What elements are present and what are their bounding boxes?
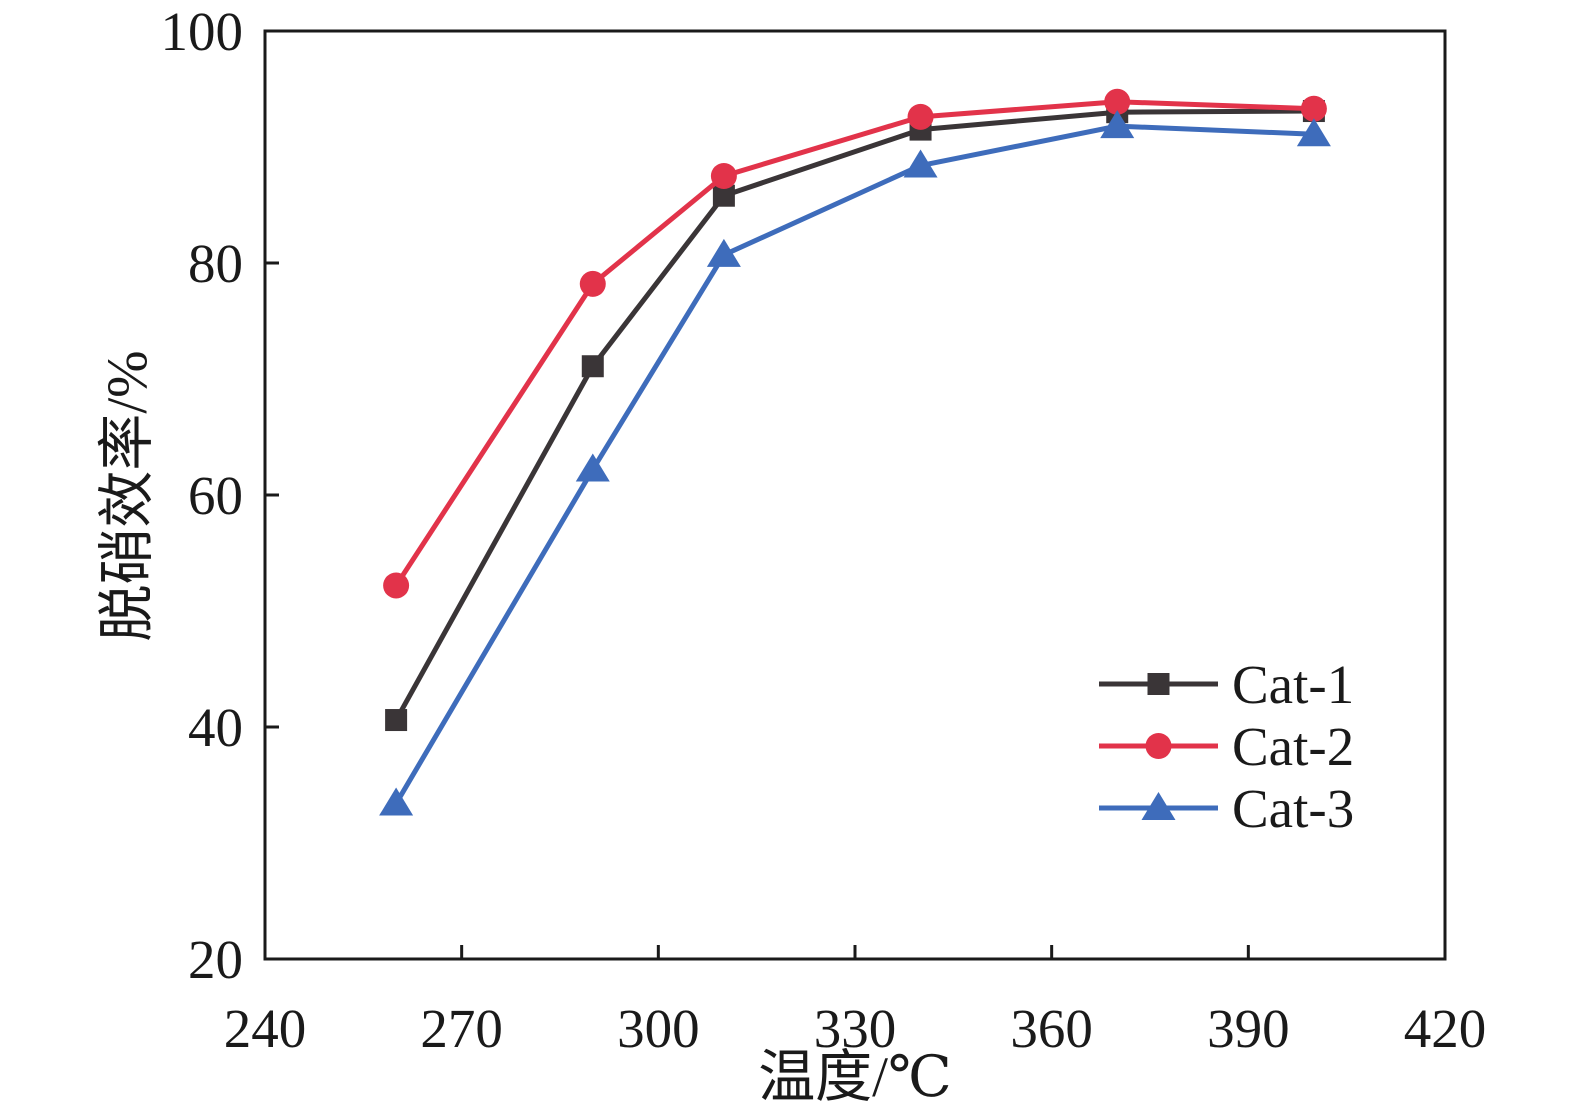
- series-marker-cat-3: [379, 787, 414, 816]
- series-marker-cat-1: [712, 184, 735, 207]
- series-marker-cat-3: [903, 149, 938, 178]
- series-marker-cat-1: [581, 355, 604, 378]
- series-line-cat-2: [393, 99, 1317, 588]
- series-marker-cat-2: [579, 270, 606, 297]
- y-axis-title: 脱硝效率/%: [96, 350, 159, 641]
- series-line-cat-1: [393, 108, 1317, 723]
- series-marker-cat-2: [1104, 88, 1131, 115]
- legend-marker-cat-1: [1147, 673, 1170, 695]
- legend-label-cat-3: Cat-3: [1232, 778, 1354, 839]
- x-axis-tick-label: 300: [617, 998, 700, 1059]
- series-marker-cat-3: [706, 238, 741, 267]
- x-axis-tick-label: 390: [1207, 998, 1290, 1059]
- legend-label-cat-1: Cat-1: [1232, 654, 1354, 715]
- series-marker-cat-3: [1100, 110, 1135, 139]
- series-marker-cat-2: [907, 103, 934, 130]
- y-axis-tick-label: 80: [188, 233, 243, 294]
- legend-item-cat-2: Cat-2: [1099, 716, 1354, 777]
- legend-marker-cat-2: [1145, 733, 1172, 759]
- x-axis-title: 温度/℃: [758, 1046, 952, 1109]
- x-axis-tick-label: 330: [814, 998, 897, 1059]
- legend-label-cat-2: Cat-2: [1232, 716, 1354, 777]
- y-axis-tick-label: 100: [161, 1, 244, 62]
- x-axis-tick-label: 360: [1010, 998, 1093, 1059]
- series-marker-cat-2: [710, 163, 737, 189]
- y-axis-tick-label: 60: [188, 465, 243, 526]
- x-axis-tick-label: 270: [420, 998, 503, 1059]
- legend-item-cat-3: Cat-3: [1099, 778, 1354, 839]
- series-marker-cat-1: [385, 709, 408, 732]
- series-marker-cat-2: [383, 572, 410, 599]
- series-line-cat-3: [393, 123, 1317, 807]
- legend-marker-cat-3: [1141, 792, 1176, 820]
- legend-item-cat-1: Cat-1: [1099, 654, 1354, 715]
- x-axis-tick-label: 420: [1404, 998, 1487, 1059]
- x-axis-tick-label: 240: [224, 998, 307, 1059]
- series-marker-cat-2: [1300, 95, 1327, 122]
- y-axis-tick-label: 40: [188, 697, 243, 758]
- series-marker-cat-3: [1296, 118, 1331, 147]
- series-marker-cat-3: [575, 453, 610, 482]
- y-axis-tick-label: 20: [188, 929, 243, 990]
